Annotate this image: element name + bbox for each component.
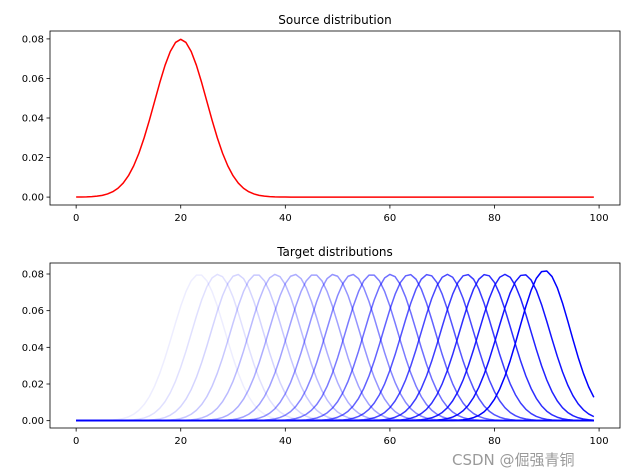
x-tick-label: 60: [384, 213, 397, 224]
y-tick-label: 0.00: [22, 193, 44, 204]
y-tick-label: 0.02: [22, 153, 44, 164]
x-tick-label: 80: [488, 213, 501, 224]
x-tick-label: 100: [590, 213, 609, 224]
x-tick-label: 80: [488, 436, 501, 447]
x-tick-label: 60: [384, 436, 397, 447]
y-tick-label: 0.06: [22, 306, 44, 317]
axes-frame: [49, 30, 621, 206]
y-tick-label: 0.04: [22, 114, 44, 125]
source-axes: Source distribution 0 20 40 60 80 100 0.00 0.02…: [22, 13, 621, 224]
x-tick-label: 100: [590, 436, 609, 447]
y-tick-label: 0.04: [22, 343, 44, 354]
x-tick-label: 40: [279, 213, 292, 224]
x-tick-label: 0: [73, 213, 79, 224]
axes-frame: [49, 262, 621, 429]
series-line-18: [76, 270, 595, 422]
y-tick-label: 0.08: [22, 34, 44, 45]
y-tick-label: 0.00: [22, 416, 44, 427]
series-line-15: [76, 273, 594, 422]
x-tick-label: 40: [279, 436, 292, 447]
target-title: Target distributions: [276, 245, 393, 259]
y-tick-label: 0.02: [22, 380, 44, 391]
x-tick-label: 20: [174, 436, 187, 447]
x-tick-label: 20: [174, 213, 187, 224]
y-tick-label: 0.08: [22, 270, 44, 281]
y-tick-label: 0.06: [22, 74, 44, 85]
watermark: CSDN @倔强青铜: [452, 451, 575, 469]
target-axes: Target distributions 0 20 40 60 80 100 0.00 0.0…: [22, 245, 621, 447]
source-title: Source distribution: [278, 13, 391, 27]
series-line-0: [76, 38, 594, 198]
x-tick-label: 0: [73, 436, 79, 447]
